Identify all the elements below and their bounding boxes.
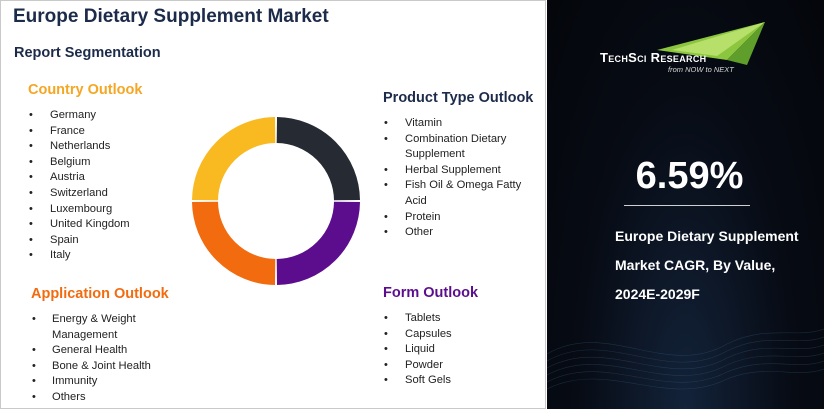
product-type-outlook-section: Product Type Outlook VitaminCombination … xyxy=(383,90,533,241)
cagr-panel: TechSci Research from NOW to NEXT 6.59% … xyxy=(547,0,824,409)
techsci-swoosh-logo-icon xyxy=(657,22,765,65)
list-item: Protein xyxy=(383,210,533,226)
list-item: Others xyxy=(31,390,181,406)
country-outlook-section: Country Outlook GermanyFranceNetherlands… xyxy=(28,82,142,264)
list-item: Bone & Joint Health xyxy=(31,359,181,375)
form-outlook-section: Form Outlook TabletsCapsulesLiquidPowder… xyxy=(383,285,478,389)
list-item: Immunity xyxy=(31,374,181,390)
cagr-description: Europe Dietary Supplement Market CAGR, B… xyxy=(615,228,799,302)
list-item: Energy & Weight Management xyxy=(31,312,181,343)
list-item: Spain xyxy=(28,233,142,249)
list-item: Other xyxy=(383,225,533,241)
form-list: TabletsCapsulesLiquidPowderSoft Gels xyxy=(383,311,478,389)
list-item: Herbal Supplement xyxy=(383,163,533,179)
donut-segment xyxy=(192,201,276,285)
list-item: Switzerland xyxy=(28,186,142,202)
segmentation-donut-chart xyxy=(192,117,360,285)
list-item: Powder xyxy=(383,358,478,374)
list-item: United Kingdom xyxy=(28,217,142,233)
segmentation-panel: Europe Dietary Supplement Market Report … xyxy=(0,0,546,409)
application-outlook-section: Application Outlook Energy & Weight Mana… xyxy=(31,286,181,406)
country-outlook-heading: Country Outlook xyxy=(28,82,143,98)
donut-segment xyxy=(276,201,360,285)
page-title: Europe Dietary Supplement Market xyxy=(13,6,329,27)
application-list: Energy & Weight ManagementGeneral Health… xyxy=(31,312,181,406)
list-item: Fish Oil & Omega Fatty Acid xyxy=(383,178,533,209)
list-item: Tablets xyxy=(383,311,478,327)
list-item: Netherlands xyxy=(28,139,142,155)
list-item: Liquid xyxy=(383,342,478,358)
list-item: Soft Gels xyxy=(383,373,478,389)
list-item: Capsules xyxy=(383,327,478,343)
list-item: Germany xyxy=(28,108,142,124)
list-item: France xyxy=(28,124,142,140)
country-list: GermanyFranceNetherlandsBelgiumAustriaSw… xyxy=(28,108,142,264)
donut-segment xyxy=(276,117,360,201)
list-item: Vitamin xyxy=(383,116,533,132)
cagr-value: 6.59% xyxy=(635,155,744,197)
brand-tagline: from NOW to NEXT xyxy=(668,65,734,74)
brand-name: TechSci Research xyxy=(600,50,707,65)
list-item: General Health xyxy=(31,343,181,359)
cagr-divider xyxy=(624,205,750,206)
list-item: Belgium xyxy=(28,155,142,171)
application-outlook-heading: Application Outlook xyxy=(31,286,169,302)
wave-background-graphic xyxy=(547,328,824,390)
list-item: Combination Dietary Supplement xyxy=(383,132,533,163)
product-type-list: VitaminCombination Dietary SupplementHer… xyxy=(383,116,533,241)
list-item: Luxembourg xyxy=(28,202,142,218)
list-item: Italy xyxy=(28,248,142,264)
product-type-outlook-heading: Product Type Outlook xyxy=(383,90,534,106)
list-item: Austria xyxy=(28,170,142,186)
form-outlook-heading: Form Outlook xyxy=(383,285,479,301)
donut-segment xyxy=(192,117,276,201)
report-segmentation-heading: Report Segmentation xyxy=(14,45,161,61)
